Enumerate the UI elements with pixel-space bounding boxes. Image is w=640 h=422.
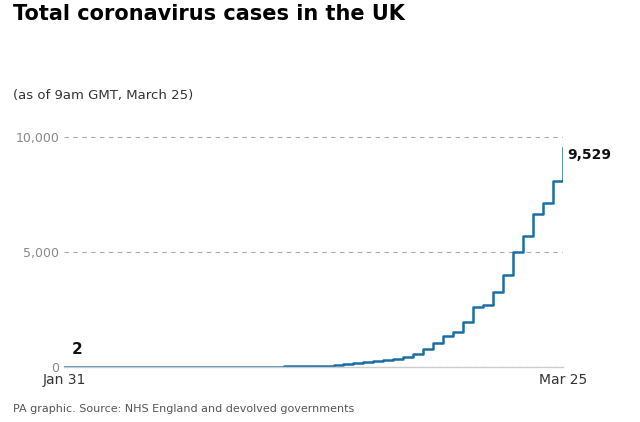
Text: PA graphic. Source: NHS England and devolved governments: PA graphic. Source: NHS England and devo… <box>13 403 354 414</box>
Text: 9,529: 9,529 <box>567 148 611 162</box>
Text: 2: 2 <box>72 343 83 357</box>
Text: Total coronavirus cases in the UK: Total coronavirus cases in the UK <box>13 4 404 24</box>
Text: (as of 9am GMT, March 25): (as of 9am GMT, March 25) <box>13 89 193 102</box>
